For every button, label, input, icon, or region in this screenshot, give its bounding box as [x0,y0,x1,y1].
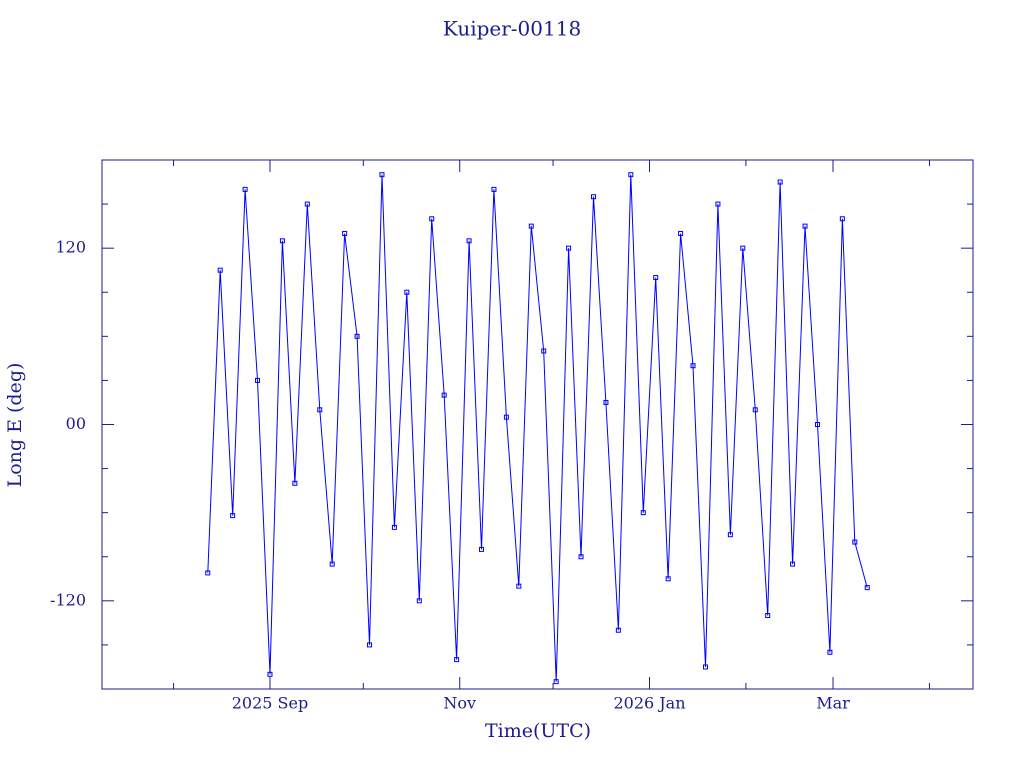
data-point [653,275,659,281]
data-point [702,664,708,670]
y-tick-label: 00 [66,414,86,433]
data-point [640,510,646,516]
data-point [503,414,509,420]
data-point [379,172,385,178]
data-point [590,194,596,200]
data-point [367,642,373,648]
data-point [479,546,485,552]
data-point [553,679,559,685]
data-point [454,657,460,663]
data-point [715,201,721,207]
data-point [752,407,758,413]
data-point [839,216,845,222]
data-point [665,576,671,582]
data-point [864,585,870,591]
chart-title: Kuiper-00118 [443,17,581,41]
data-point [404,289,410,295]
data-point [491,186,497,192]
data-point [528,223,534,229]
x-tick-label: Mar [816,694,850,713]
data-point [827,649,833,655]
data-point [615,627,621,633]
data-point [217,267,223,273]
data-line [207,174,868,682]
data-point [329,561,335,567]
data-point [678,230,684,236]
data-point [255,377,261,383]
data-point [777,179,783,185]
data-point [740,245,746,251]
data-point [603,399,609,405]
data-point [416,598,422,604]
data-point [205,570,211,576]
y-tick-label: -120 [50,590,86,609]
data-point [690,363,696,369]
data-point [765,613,771,619]
data-point [541,348,547,354]
data-point [466,238,472,244]
data-point [441,392,447,398]
data-point [852,539,858,545]
x-tick-label: 2025 Sep [232,694,308,713]
data-point [354,333,360,339]
data-point [790,561,796,567]
x-tick-label: 2026 Jan [613,694,685,713]
y-axis-label: Long E (deg) [4,363,26,488]
data-point [566,245,572,251]
data-point [391,524,397,530]
data-point [516,583,522,589]
data-point [279,238,285,244]
data-point [578,554,584,560]
data-point [727,532,733,538]
data-point [242,186,248,192]
x-axis-label: Time(UTC) [485,720,591,742]
data-point [802,223,808,229]
x-tick-label: Nov [443,694,476,713]
data-point [317,407,323,413]
data-point [267,671,273,677]
data-point [342,230,348,236]
data-point [628,172,634,178]
data-point [814,422,820,427]
data-point [292,480,298,486]
data-point [304,201,310,207]
y-tick-label: 120 [55,238,86,257]
plot-frame [101,159,974,690]
data-point [429,216,435,222]
data-point [230,513,236,519]
